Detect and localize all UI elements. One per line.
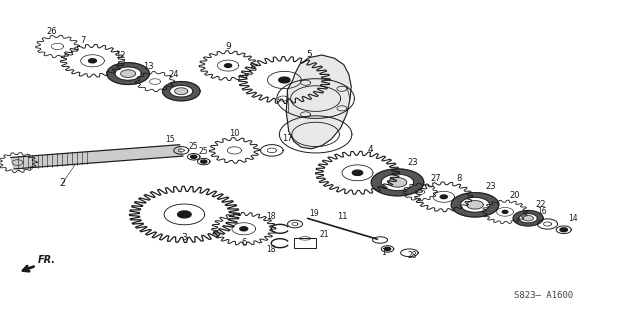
Text: 28: 28 [408, 251, 418, 260]
Text: 21: 21 [319, 230, 329, 239]
Text: 22: 22 [536, 200, 546, 209]
Text: 12: 12 [116, 51, 126, 60]
Polygon shape [388, 178, 407, 187]
Text: 25: 25 [199, 147, 209, 156]
Text: 19: 19 [309, 209, 319, 218]
Text: 17: 17 [282, 134, 292, 143]
Polygon shape [201, 160, 207, 163]
Polygon shape [240, 227, 248, 231]
Text: 7: 7 [81, 36, 86, 45]
Text: 26: 26 [46, 27, 57, 36]
Polygon shape [440, 195, 448, 199]
Text: 1: 1 [381, 248, 386, 257]
Polygon shape [513, 211, 543, 226]
Polygon shape [175, 88, 188, 94]
Polygon shape [503, 211, 508, 213]
Polygon shape [177, 211, 191, 218]
Polygon shape [371, 169, 424, 196]
Text: 4: 4 [368, 145, 372, 154]
Text: FR.: FR. [38, 255, 56, 265]
Polygon shape [279, 77, 290, 83]
Bar [294, 238, 316, 248]
Text: 3: 3 [181, 233, 188, 242]
Text: 18: 18 [266, 212, 276, 220]
Text: 6: 6 [241, 238, 246, 247]
Text: 20: 20 [509, 191, 519, 200]
Text: 5: 5 [306, 50, 312, 59]
Polygon shape [286, 55, 351, 149]
Text: 14: 14 [568, 214, 578, 223]
Text: S823– A1600: S823– A1600 [514, 291, 573, 300]
Polygon shape [89, 59, 96, 63]
Text: 23: 23 [408, 158, 419, 167]
Polygon shape [191, 155, 197, 158]
Text: 11: 11 [338, 212, 348, 221]
Polygon shape [451, 193, 499, 217]
Text: 18: 18 [266, 245, 276, 254]
Text: 23: 23 [486, 182, 496, 191]
Polygon shape [121, 70, 136, 77]
Text: 24: 24 [169, 70, 179, 79]
Text: 2: 2 [59, 178, 66, 188]
Text: 15: 15 [165, 135, 175, 144]
Polygon shape [523, 216, 533, 221]
Polygon shape [107, 63, 149, 84]
Text: 8: 8 [457, 174, 462, 183]
Text: 10: 10 [229, 129, 239, 138]
Polygon shape [352, 170, 362, 175]
Polygon shape [11, 145, 183, 169]
Text: 27: 27 [431, 174, 441, 183]
Polygon shape [162, 82, 200, 101]
Text: 25: 25 [189, 142, 199, 151]
Text: 13: 13 [144, 62, 154, 71]
Polygon shape [224, 64, 232, 68]
Polygon shape [467, 201, 483, 209]
Text: 9: 9 [225, 42, 231, 51]
Polygon shape [384, 247, 391, 251]
Text: 16: 16 [538, 207, 548, 216]
Polygon shape [560, 228, 568, 232]
